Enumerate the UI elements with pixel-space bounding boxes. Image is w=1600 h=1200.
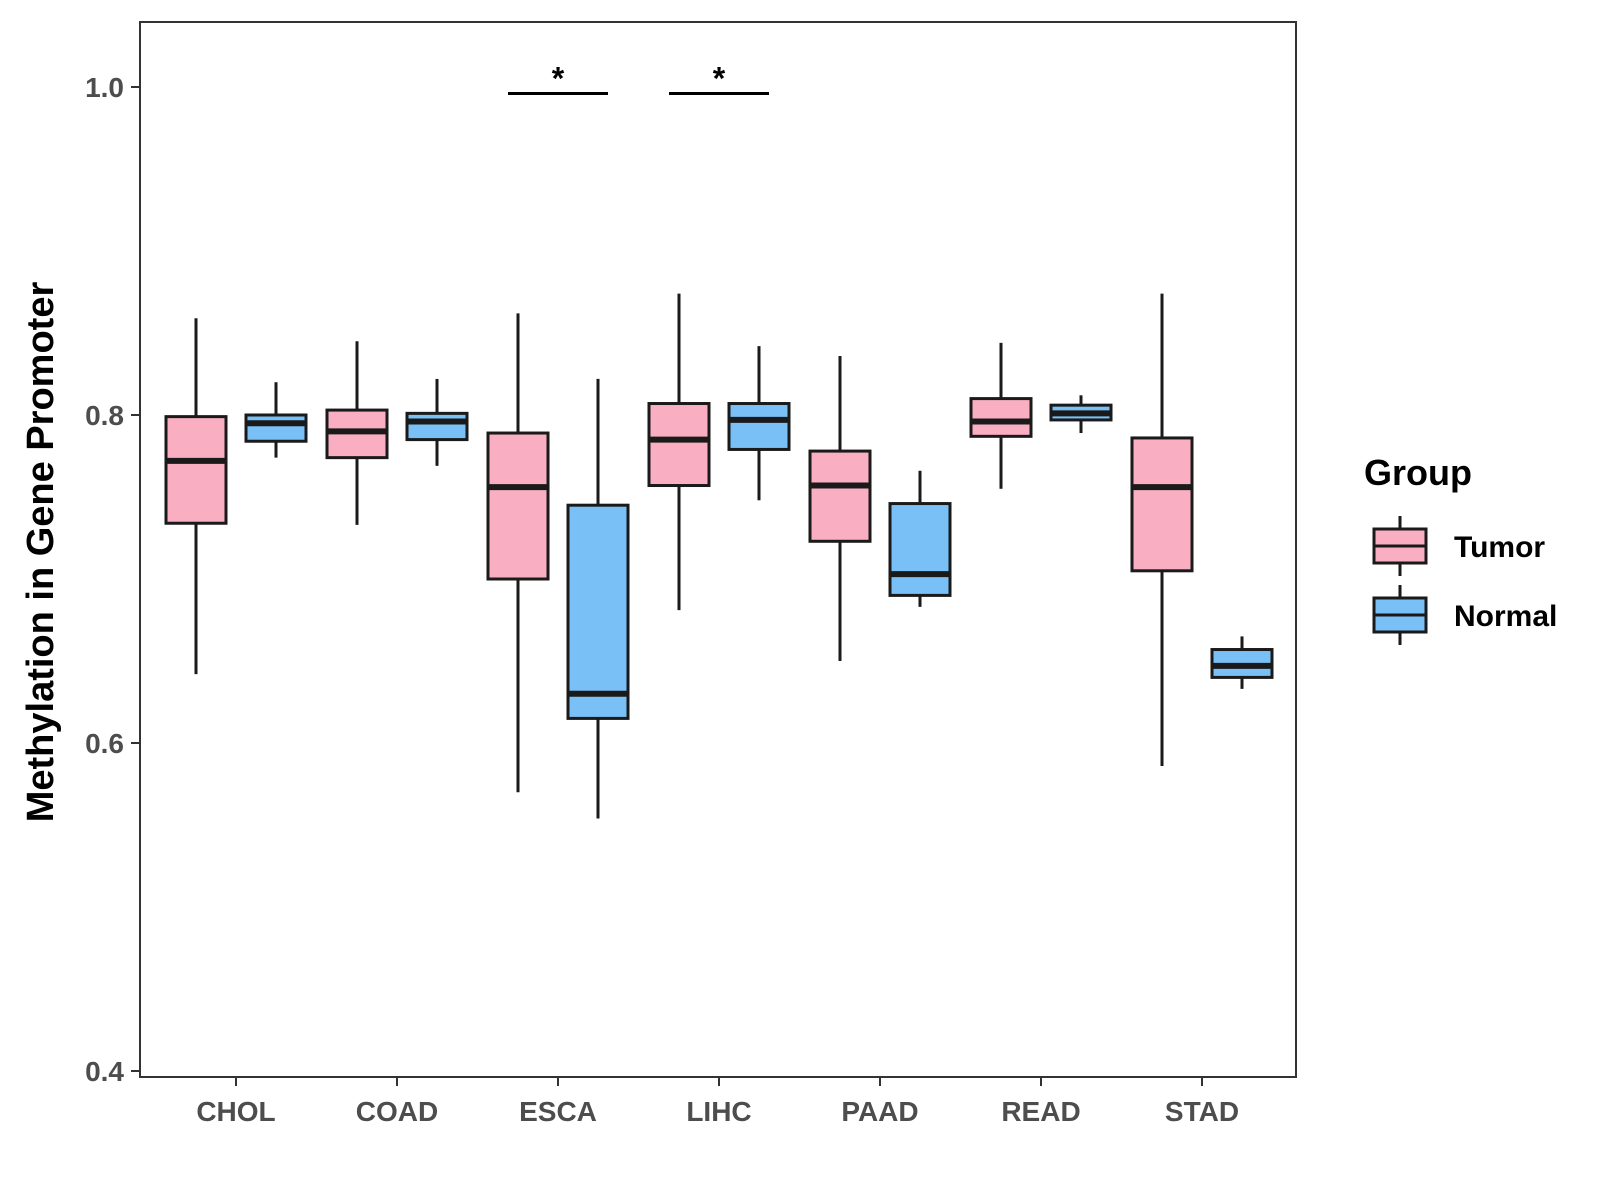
y-tick-label: 0.4 bbox=[85, 1056, 124, 1087]
significance-lihc: * bbox=[669, 61, 769, 97]
y-axis: 0.4 0.6 0.8 1.0 bbox=[85, 72, 140, 1087]
legend: Group Tumor Normal bbox=[1364, 452, 1557, 645]
significance-star: * bbox=[552, 61, 565, 97]
box-tumor-esca bbox=[486, 313, 550, 793]
box-tumor-read bbox=[969, 342, 1033, 489]
box-iqr bbox=[888, 502, 952, 597]
x-tick-label: STAD bbox=[1165, 1096, 1239, 1127]
y-tick-label: 1.0 bbox=[85, 72, 124, 103]
significance-star: * bbox=[713, 61, 726, 97]
box-iqr bbox=[244, 413, 308, 443]
legend-item-tumor: Tumor bbox=[1372, 516, 1545, 576]
legend-label: Normal bbox=[1454, 600, 1557, 633]
legend-title: Group bbox=[1364, 452, 1472, 493]
box-iqr bbox=[969, 397, 1033, 438]
y-tick-label: 0.8 bbox=[85, 400, 124, 431]
x-tick-label: ESCA bbox=[519, 1096, 597, 1127]
legend-item-normal: Normal bbox=[1372, 585, 1557, 645]
significance-annotations: * * bbox=[508, 61, 769, 97]
y-axis-title: Methylation in Gene Promoter bbox=[20, 282, 62, 823]
box-tumor-lihc bbox=[647, 293, 711, 611]
box-tumor-stad bbox=[1130, 293, 1194, 766]
box-iqr bbox=[1130, 436, 1194, 573]
x-axis: CHOL COAD ESCA LIHC PAAD READ STAD bbox=[196, 1077, 1239, 1127]
x-tick-label: CHOL bbox=[196, 1096, 275, 1127]
box-iqr bbox=[808, 449, 872, 543]
box-normal-esca bbox=[566, 378, 630, 819]
box-iqr bbox=[486, 431, 550, 581]
legend-label: Tumor bbox=[1454, 531, 1545, 564]
x-tick-label: READ bbox=[1001, 1096, 1080, 1127]
box-normal-lihc bbox=[727, 346, 791, 501]
box-iqr bbox=[727, 402, 791, 451]
box-iqr bbox=[164, 415, 228, 525]
box-normal-chol bbox=[244, 382, 308, 458]
boxes-layer bbox=[164, 293, 1274, 819]
plot-panel bbox=[139, 21, 1297, 1078]
x-tick-label: LIHC bbox=[686, 1096, 751, 1127]
y-tick-label: 0.6 bbox=[85, 728, 124, 759]
box-normal-read bbox=[1049, 395, 1113, 434]
box-iqr bbox=[405, 411, 469, 442]
box-normal-coad bbox=[405, 378, 469, 466]
box-iqr bbox=[566, 503, 630, 720]
box-tumor-coad bbox=[325, 341, 389, 525]
box-tumor-chol bbox=[164, 318, 228, 675]
box-tumor-paad bbox=[808, 355, 872, 661]
box-normal-stad bbox=[1210, 636, 1274, 689]
box-iqr bbox=[647, 402, 711, 488]
box-normal-paad bbox=[888, 470, 952, 607]
significance-esca: * bbox=[508, 61, 608, 97]
x-tick-label: COAD bbox=[356, 1096, 438, 1127]
x-tick-label: PAAD bbox=[841, 1096, 918, 1127]
